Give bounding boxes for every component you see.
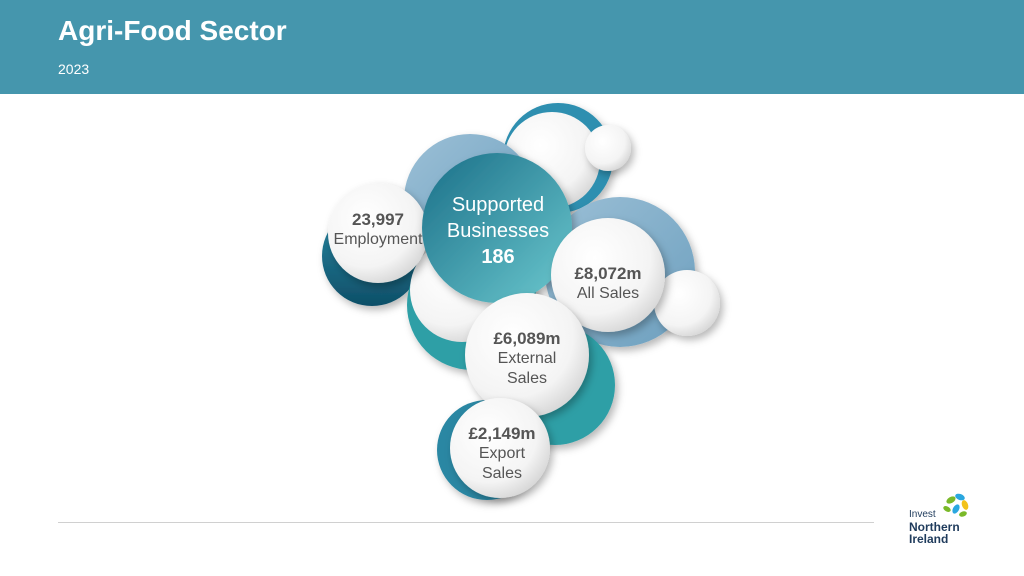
- external-sales-value: £6,089m: [493, 329, 561, 348]
- employment-label: Employment: [333, 231, 423, 248]
- header-banner: Agri-Food Sector 2023: [0, 0, 1024, 94]
- page-title: Agri-Food Sector: [58, 15, 287, 46]
- supported-businesses-text: Supported Businesses 186: [428, 192, 568, 270]
- export-sales-label2: Sales: [481, 465, 523, 482]
- external-sales-label2: Sales: [506, 370, 548, 387]
- bubble-supported-businesses: [422, 153, 572, 303]
- logo-line3: Ireland: [909, 532, 949, 546]
- logo-line1: Invest: [909, 509, 936, 520]
- ring-top-small-white: [585, 125, 631, 171]
- ring-right-small-white: [654, 270, 720, 336]
- bubble-external-sales: [465, 293, 589, 417]
- bubble-export-sales: [450, 398, 550, 498]
- page-subtitle-year: 2023: [58, 61, 90, 77]
- logo-line2: Northern: [909, 520, 960, 534]
- logo-wordmark: Invest Northern Ireland: [909, 509, 960, 545]
- external-sales-label1: External: [497, 350, 557, 367]
- supported-value: 186: [481, 246, 515, 268]
- export-sales-label1: Export: [478, 445, 526, 462]
- employment-value: 23,997: [352, 210, 404, 229]
- bubble-employment: [328, 183, 428, 283]
- footer-divider: [58, 522, 874, 523]
- export-sales-text: £2,149m Export Sales: [450, 424, 554, 484]
- export-sales-value: £2,149m: [468, 424, 536, 443]
- supported-line2: Businesses: [446, 220, 550, 242]
- supported-line1: Supported: [451, 194, 545, 216]
- bubble-all-sales: [551, 218, 665, 332]
- invest-ni-logo-icon: [943, 493, 969, 517]
- all-sales-value: £8,072m: [574, 264, 642, 283]
- all-sales-text: £8,072m All Sales: [556, 264, 660, 304]
- employment-text: 23,997 Employment: [328, 210, 428, 250]
- all-sales-label: All Sales: [576, 285, 640, 302]
- external-sales-text: £6,089m External Sales: [475, 329, 579, 389]
